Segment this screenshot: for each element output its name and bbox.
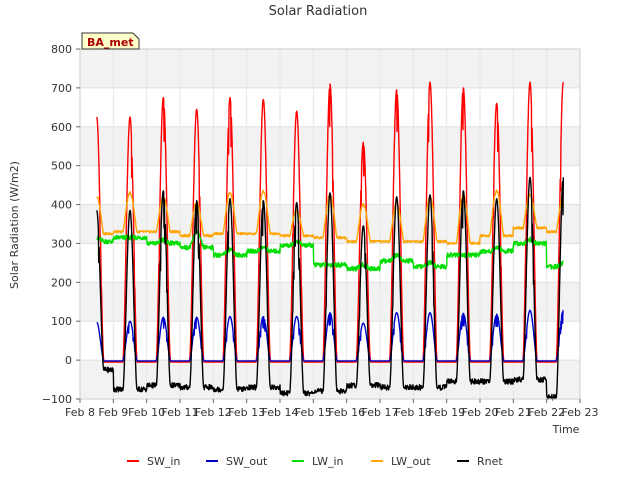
legend-label: LW_in	[312, 455, 344, 468]
x-axis-label: Time	[552, 423, 580, 436]
legend-item-sw-out: SW_out	[206, 455, 268, 468]
axes	[79, 48, 581, 400]
legend-item-lw-out: LW_out	[371, 455, 431, 468]
grid-band	[80, 126, 580, 166]
series-line	[96, 229, 564, 272]
y-axis-ticks: −100 0 100 200 300 400 500 600 700 800	[42, 43, 80, 406]
y-tick-label: 600	[51, 121, 72, 134]
site-badge: BA_met	[81, 32, 140, 50]
x-tick-label: Feb 21	[495, 406, 532, 419]
x-tick-label: Feb 13	[228, 406, 265, 419]
series-lw-in	[96, 229, 564, 272]
plot-frame	[79, 48, 581, 400]
y-tick-label: −100	[42, 393, 72, 406]
legend: SW_in SW_out LW_in LW_out Rnet	[127, 455, 503, 468]
x-tick-label: Feb 17	[362, 406, 399, 419]
grid-band	[80, 360, 580, 399]
y-tick-label: 400	[51, 199, 72, 212]
x-tick-label: Feb 15	[295, 406, 332, 419]
x-tick-label: Feb 14	[262, 406, 299, 419]
legend-item-sw-in: SW_in	[127, 455, 180, 468]
y-tick-label: 100	[51, 315, 72, 328]
grid-band	[80, 204, 580, 244]
x-tick-label: Feb 18	[395, 406, 432, 419]
grid-band	[80, 49, 580, 88]
legend-item-lw-in: LW_in	[292, 455, 344, 468]
series-sw-in	[96, 81, 564, 363]
y-tick-label: 500	[51, 160, 72, 173]
x-tick-label: Feb 20	[462, 406, 499, 419]
x-tick-label: Feb 19	[428, 406, 465, 419]
legend-label: SW_in	[147, 455, 180, 468]
series-line	[96, 309, 564, 362]
y-axis-label: Solar Radiation (W/m2)	[8, 161, 21, 289]
x-tick-label: Feb 16	[328, 406, 365, 419]
legend-label: LW_out	[391, 455, 431, 468]
x-tick-label: Feb 22	[528, 406, 565, 419]
legend-label: SW_out	[226, 455, 268, 468]
legend-item-rnet: Rnet	[457, 455, 503, 468]
legend-label: Rnet	[477, 455, 503, 468]
badge-label: BA_met	[87, 36, 134, 49]
series-layer	[96, 81, 564, 401]
x-tick-label: Feb 23	[562, 406, 599, 419]
x-tick-label: Feb 8	[65, 406, 95, 419]
series-line	[96, 176, 564, 401]
chart-title: Solar Radiation	[269, 4, 368, 19]
y-tick-label: 300	[51, 237, 72, 250]
x-tick-label: Feb 9	[98, 406, 128, 419]
x-tick-label: Feb 10	[128, 406, 165, 419]
y-tick-label: 800	[51, 43, 72, 56]
series-line	[96, 81, 564, 363]
x-tick-label: Feb 12	[195, 406, 232, 419]
series-sw-out	[96, 309, 564, 362]
x-tick-label: Feb 11	[162, 406, 199, 419]
badge-box	[81, 32, 140, 50]
series-rnet	[96, 176, 564, 401]
y-tick-label: 0	[65, 354, 72, 367]
y-tick-label: 200	[51, 276, 72, 289]
y-tick-label: 700	[51, 82, 72, 95]
